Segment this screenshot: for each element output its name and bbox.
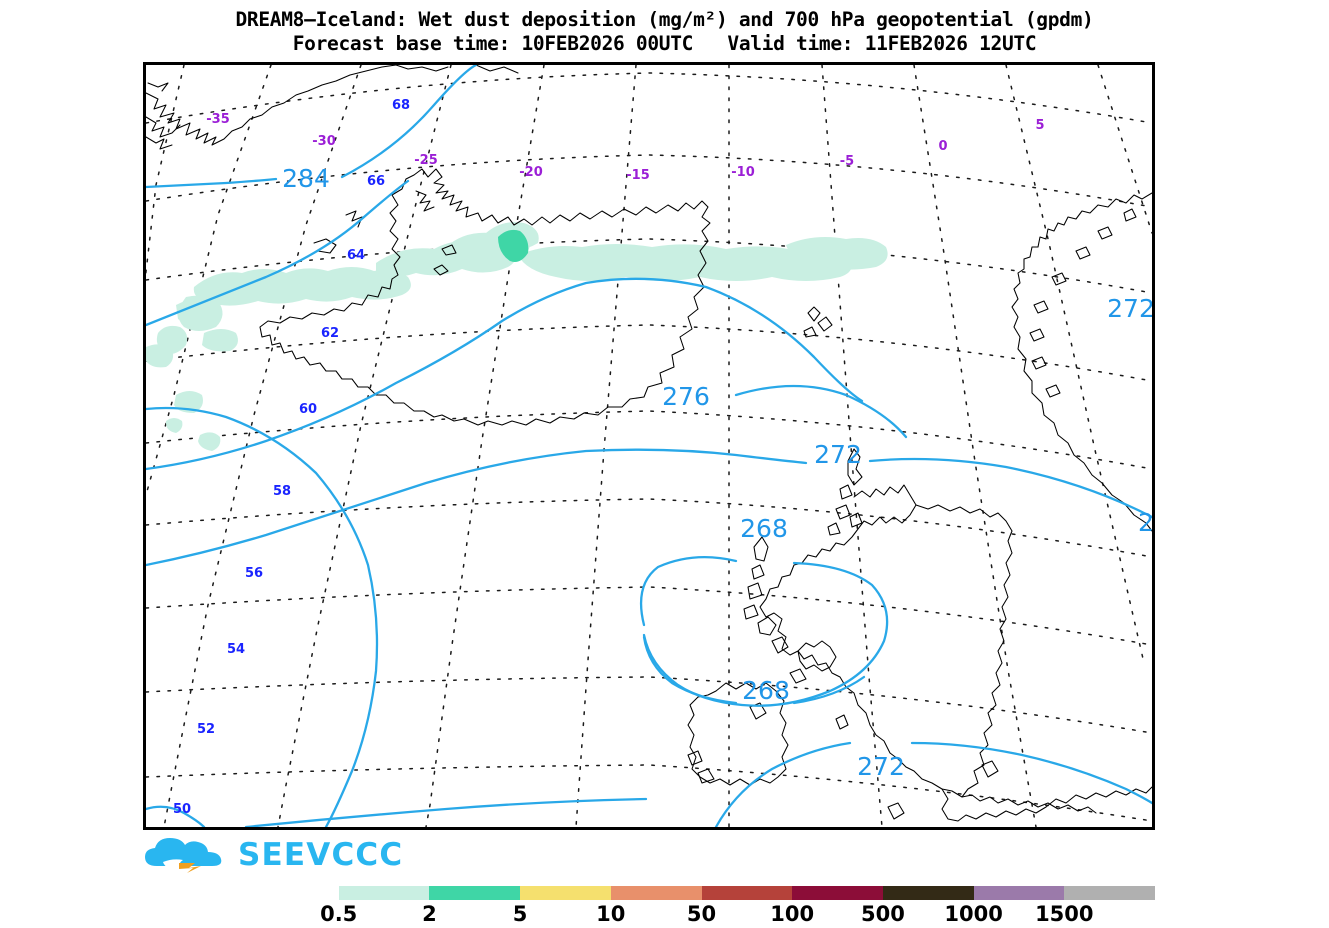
svg-text:52: 52 <box>197 722 215 737</box>
colorbar-labels: 0.5 2 5 10 50 100 500 1000 1500 <box>248 900 1155 928</box>
svg-text:50: 50 <box>173 802 191 817</box>
colorbar-strip <box>248 886 1156 900</box>
svg-text:68: 68 <box>392 98 410 113</box>
svg-text:-5: -5 <box>840 154 854 169</box>
svg-text:272: 272 <box>1107 294 1152 323</box>
svg-text:60: 60 <box>299 402 317 417</box>
colorbar-tick-label: 2 <box>422 902 437 926</box>
svg-text:-30: -30 <box>312 134 336 149</box>
seevccc-logo: SEEVCCC <box>143 834 403 876</box>
colorbar-segment-8 <box>973 886 1065 900</box>
geopotential-contours <box>146 65 1152 827</box>
svg-text:64: 64 <box>347 248 365 263</box>
svg-text:268: 268 <box>740 514 788 543</box>
colorbar-segment-1 <box>338 886 430 900</box>
colorbar-tick-label: 0.5 <box>320 902 358 926</box>
colorbar-tick-label: 100 <box>770 902 815 926</box>
colorbar-segment-5 <box>701 886 793 900</box>
svg-text:268: 268 <box>742 676 790 705</box>
page-title: DREAM8—Iceland: Wet dust deposition (mg/… <box>235 8 1094 31</box>
seevccc-logo-text: SEEVCCC <box>238 836 404 873</box>
title-block: DREAM8—Iceland: Wet dust deposition (mg/… <box>0 8 1329 56</box>
coastlines <box>146 65 1152 822</box>
colorbar-tick-label: 1500 <box>1035 902 1094 926</box>
svg-text:0: 0 <box>938 139 947 154</box>
contour-labels: 284 276 272 268 268 272 272 2 <box>282 164 1152 781</box>
colorbar-tick-label: 500 <box>860 902 905 926</box>
colorbar-segment-0 <box>248 886 339 900</box>
longitude-labels: -35 -30 -25 -20 -15 -10 -5 0 5 <box>206 112 1044 183</box>
svg-text:5: 5 <box>1035 118 1044 133</box>
longitude-gridlines <box>146 65 1152 827</box>
svg-text:272: 272 <box>857 752 905 781</box>
forecast-time-subtitle: Forecast base time: 10FEB2026 00UTC Vali… <box>292 32 1037 55</box>
svg-text:2: 2 <box>1138 508 1152 537</box>
svg-text:-35: -35 <box>206 112 230 127</box>
colorbar-segment-7 <box>882 886 974 900</box>
map-frame: -35 -30 -25 -20 -15 -10 -5 0 5 68 66 64 … <box>143 62 1155 830</box>
svg-text:-20: -20 <box>519 165 543 180</box>
svg-text:58: 58 <box>273 484 291 499</box>
colorbar-segment-2 <box>429 886 521 900</box>
svg-text:272: 272 <box>814 440 862 469</box>
svg-text:66: 66 <box>367 174 385 189</box>
colorbar: 0.5 2 5 10 50 100 500 1000 1500 <box>248 886 1156 928</box>
colorbar-tick-label: 1000 <box>944 902 1003 926</box>
svg-text:-25: -25 <box>414 153 438 168</box>
colorbar-tick-label: 5 <box>512 902 528 926</box>
svg-text:54: 54 <box>227 642 245 657</box>
colorbar-segment-9 <box>1064 886 1156 900</box>
latitude-labels: 68 66 64 62 60 58 56 54 52 50 <box>173 98 410 817</box>
weather-map: -35 -30 -25 -20 -15 -10 -5 0 5 68 66 64 … <box>146 65 1152 827</box>
svg-text:276: 276 <box>662 382 710 411</box>
colorbar-tick-label: 50 <box>686 902 717 926</box>
colorbar-tick-label: 10 <box>596 902 626 926</box>
svg-text:284: 284 <box>282 164 330 193</box>
svg-text:-15: -15 <box>626 168 650 183</box>
colorbar-segment-4 <box>610 886 702 900</box>
cloud-icon <box>143 836 229 874</box>
colorbar-segment-3 <box>520 886 611 900</box>
dust-deposition-shading <box>146 222 888 451</box>
svg-text:56: 56 <box>245 566 263 581</box>
svg-text:-10: -10 <box>731 165 755 180</box>
colorbar-segment-6 <box>792 886 883 900</box>
svg-text:62: 62 <box>321 326 339 341</box>
